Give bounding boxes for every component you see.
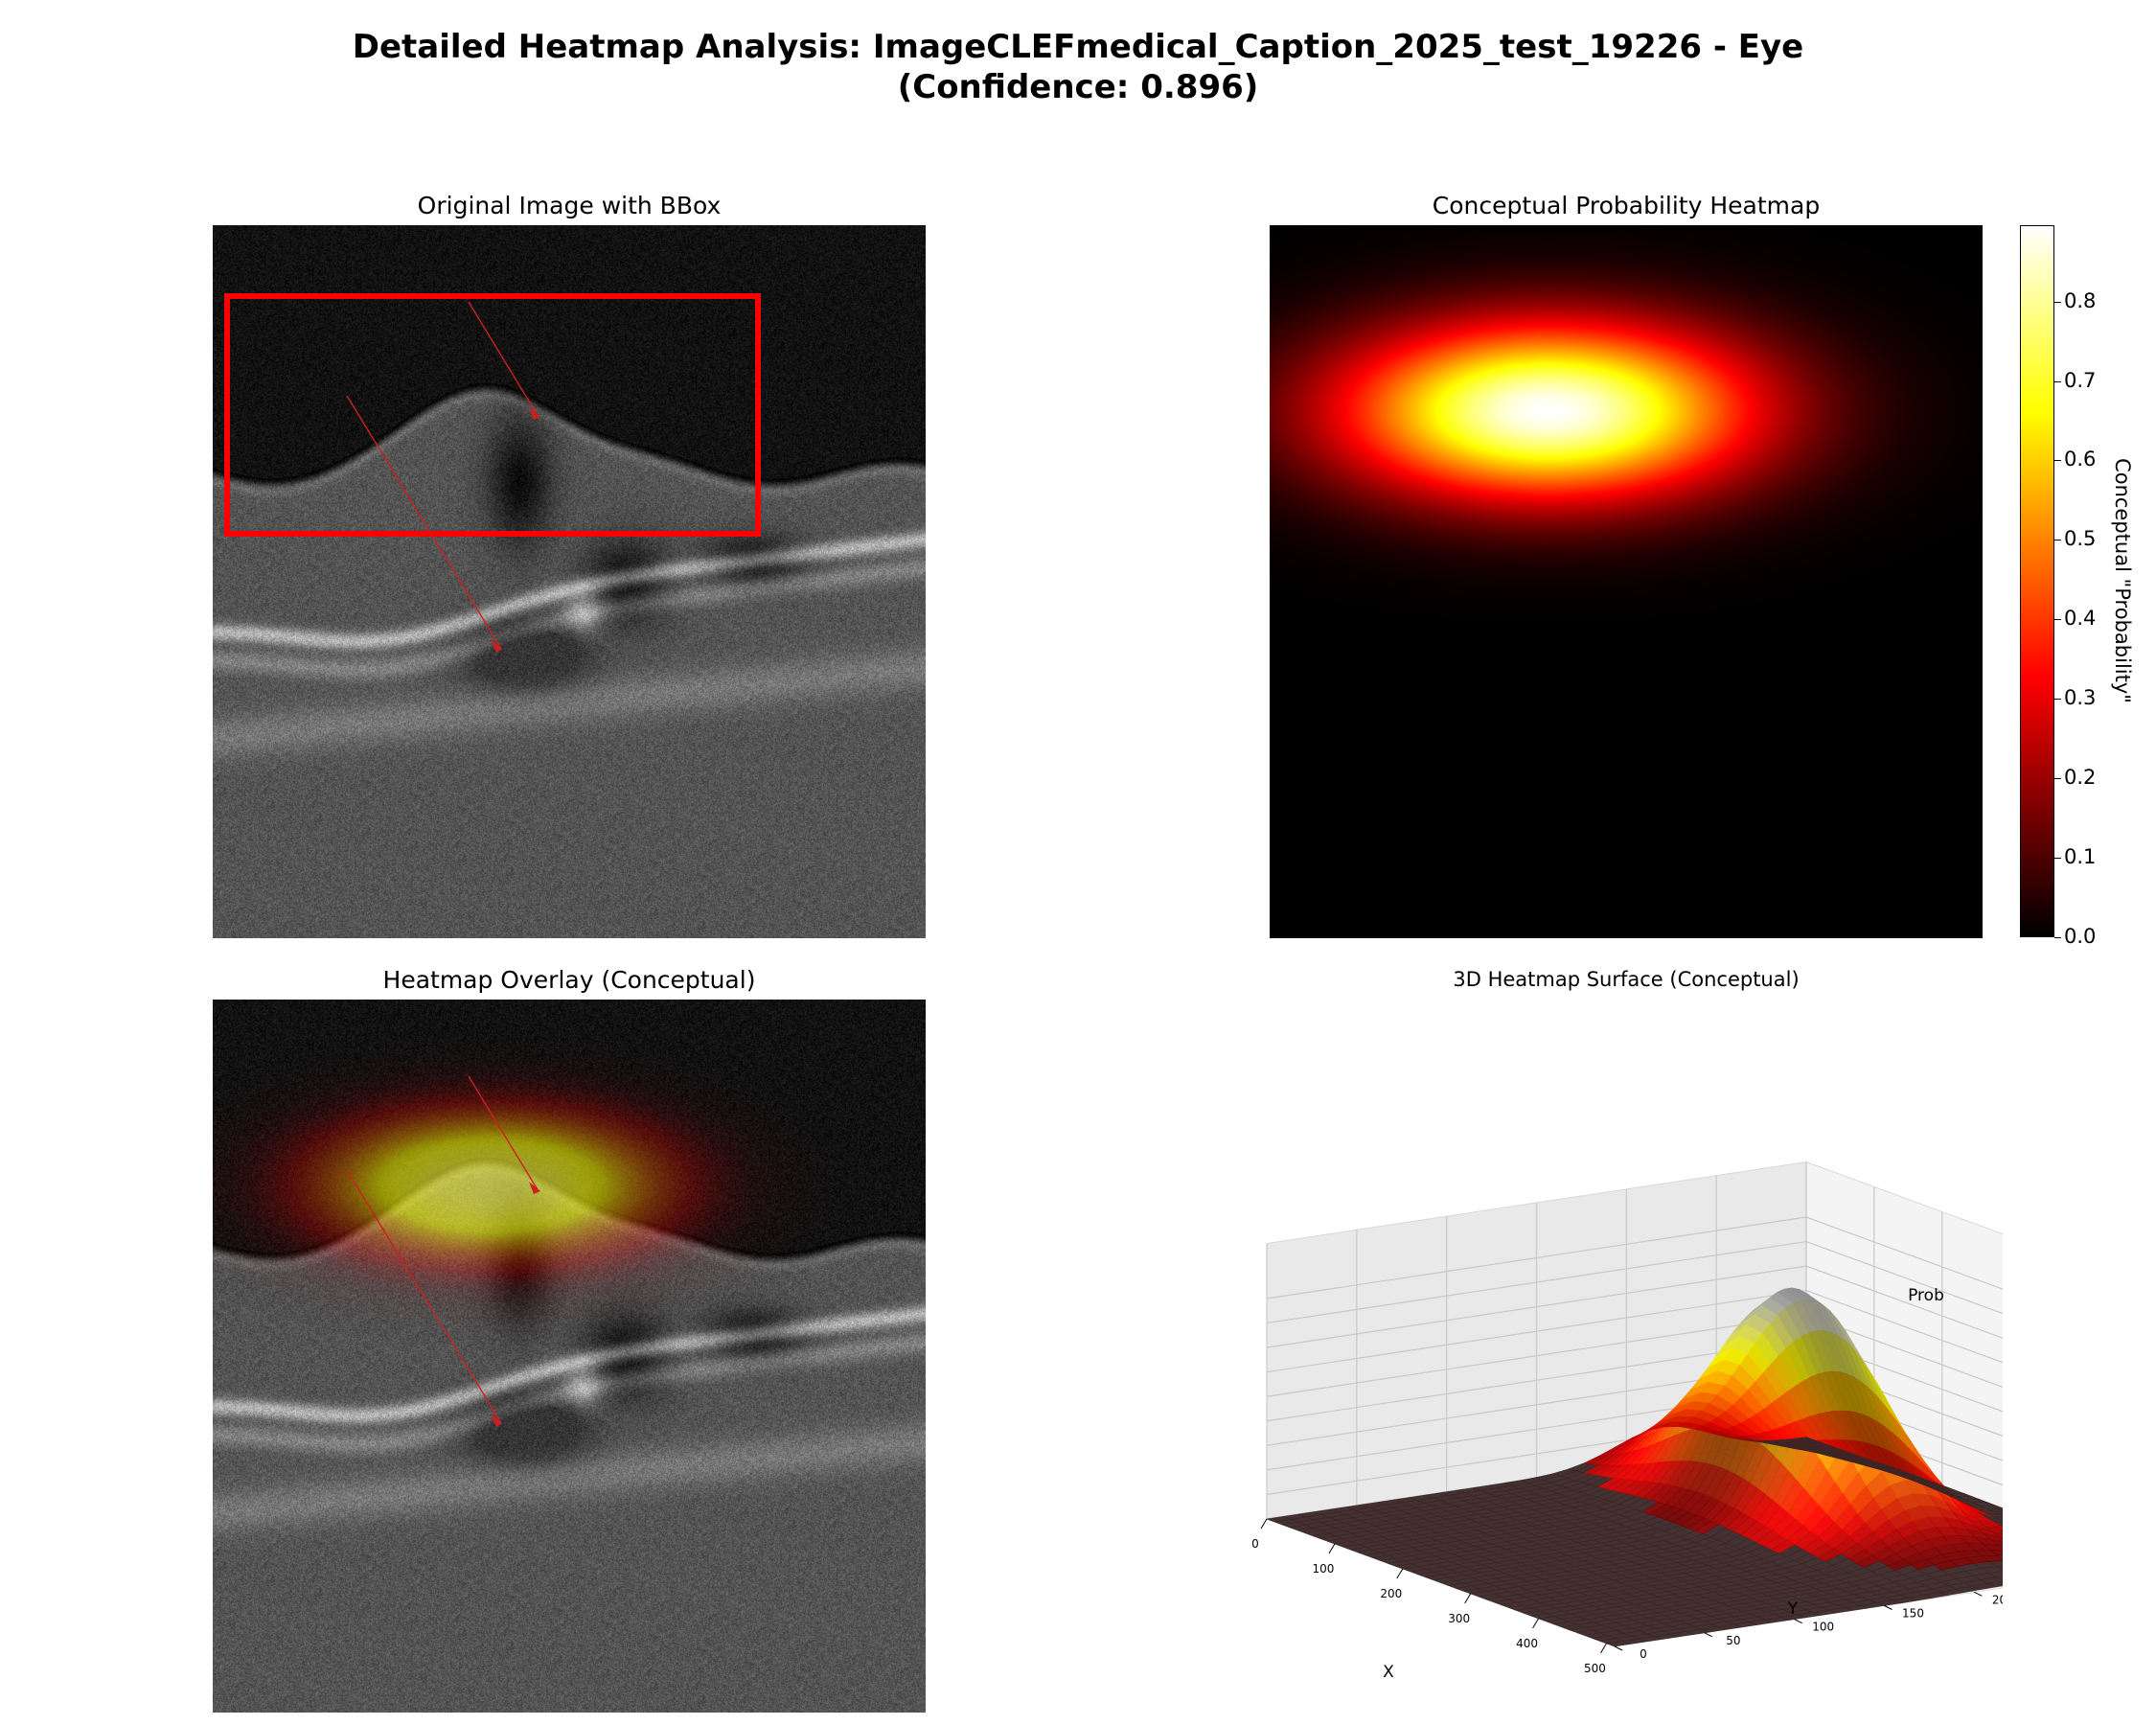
figure-title-line1: Detailed Heatmap Analysis: ImageCLEFmedi…: [352, 28, 1804, 66]
x-tick-label: 500: [1584, 1662, 1606, 1675]
colorbar-tick-label: 0.2: [2064, 766, 2097, 790]
x-tick-mark: [1260, 1518, 1268, 1530]
heatmap-title: Conceptual Probability Heatmap: [1432, 192, 1821, 219]
z-axis-label: Prob: [1908, 1286, 1944, 1305]
overlay-image: [213, 1000, 926, 1713]
bbox-overlay: [224, 293, 761, 653]
probability-heatmap: [1270, 225, 1983, 938]
colorbar-tickmark: [2054, 858, 2061, 860]
colorbar-label: Conceptual "Probability": [2111, 458, 2134, 703]
colorbar-tickmark: [2054, 380, 2061, 382]
arrow-line-1: [468, 301, 539, 418]
surface-facet: [1992, 1520, 2003, 1527]
overlay-arrow-head-2: [491, 1414, 502, 1427]
heatmap-overlay-panel: [213, 1000, 926, 1713]
arrow-line-2: [346, 395, 501, 648]
colorbar: [2020, 225, 2054, 937]
surface-3d-plot: 01002003004005000501001502002503000.00.1…: [1251, 1161, 2003, 1682]
figure-title-line2: (Confidence: 0.896): [897, 68, 1259, 106]
oct-image: [213, 225, 926, 938]
x-tick-mark: [1328, 1543, 1336, 1554]
x-tick-label: 300: [1448, 1612, 1470, 1625]
y-axis-label: Y: [1787, 1599, 1799, 1619]
figure-title: Detailed Heatmap Analysis: ImageCLEFmedi…: [0, 27, 2156, 107]
overlay-arrows: [346, 1075, 540, 1427]
colorbar-tickmark: [2054, 937, 2061, 938]
colorbar-tickmark: [2054, 778, 2061, 780]
x-tick-mark: [1532, 1618, 1540, 1629]
overlay-title: Heatmap Overlay (Conceptual): [382, 966, 756, 994]
colorbar-tickmark: [2054, 619, 2061, 621]
x-tick-mark: [1464, 1593, 1472, 1604]
grid-line: [1266, 1265, 2003, 1348]
x-axis-label: X: [1383, 1663, 1394, 1682]
colorbar-tick-label: 0.6: [2064, 448, 2097, 472]
surface-facet: [1993, 1516, 2003, 1521]
surface-facet: [1992, 1525, 2003, 1531]
colorbar-tickmark: [2054, 301, 2061, 303]
x-tick-mark: [1600, 1643, 1607, 1654]
original-image-panel: [213, 225, 926, 938]
surface-facet: [1996, 1565, 2003, 1571]
colorbar-tick-label: 0.3: [2064, 686, 2097, 710]
surface-facet: [1995, 1576, 2003, 1581]
surface-facet: [1994, 1510, 2003, 1515]
y-tick-label: 0: [1640, 1647, 1647, 1661]
surface-facet: [1997, 1545, 2003, 1550]
y-tick-label: 50: [1726, 1634, 1740, 1647]
x-tick-label: 200: [1380, 1587, 1402, 1600]
y-tick-mark: [1614, 1645, 1623, 1651]
overlay-arrow-head-1: [529, 1182, 540, 1194]
x-tick-label: 100: [1312, 1562, 1334, 1576]
y-tick-mark: [1974, 1591, 1983, 1597]
colorbar-tick-label: 0.8: [2064, 288, 2097, 312]
y-tick-label: 100: [1812, 1621, 1834, 1634]
colorbar-tick-label: 0.1: [2064, 845, 2097, 869]
x-tick-label: 400: [1516, 1637, 1538, 1650]
colorbar-tick-label: 0.7: [2064, 368, 2097, 392]
colorbar-tick-label: 0.0: [2064, 925, 2097, 948]
arrow-head-1: [529, 407, 540, 420]
grid-line: [1266, 1216, 2003, 1300]
surface-title: 3D Heatmap Surface (Conceptual): [1453, 968, 1800, 991]
colorbar-tick-label: 0.5: [2064, 527, 2097, 551]
surface-facet: [1996, 1554, 2003, 1560]
overlay-arrow-line-1: [468, 1075, 539, 1192]
surface-facet: [1790, 1437, 1815, 1442]
grid-line: [1266, 1240, 2003, 1324]
colorbar-tick-label: 0.4: [2064, 607, 2097, 631]
y-tick-label: 150: [1902, 1607, 1924, 1621]
colorbar-tickmark: [2054, 460, 2061, 462]
heatmap-canvas: [1270, 225, 1983, 938]
y-tick-mark: [1704, 1632, 1713, 1638]
arrow-head-2: [491, 639, 502, 653]
y-tick-label: 200: [1992, 1593, 2003, 1606]
x-tick-mark: [1396, 1568, 1404, 1579]
bounding-box: [224, 293, 761, 537]
y-tick-mark: [1794, 1619, 1802, 1624]
colorbar-tickmark: [2054, 699, 2061, 701]
original-image-title: Original Image with BBox: [417, 192, 722, 219]
overlay-arrow-line-2: [346, 1169, 501, 1422]
x-tick-label: 0: [1251, 1537, 1259, 1551]
y-tick-mark: [1884, 1605, 1892, 1610]
grid-line: [1266, 1290, 2003, 1373]
